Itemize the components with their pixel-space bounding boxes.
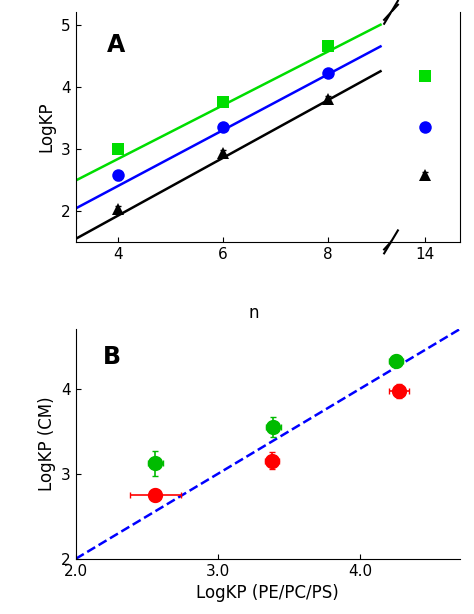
Y-axis label: LogKP: LogKP bbox=[37, 102, 55, 152]
Y-axis label: LogKP (CM): LogKP (CM) bbox=[37, 397, 55, 491]
X-axis label: LogKP (PE/PC/PS): LogKP (PE/PC/PS) bbox=[196, 584, 339, 602]
Text: B: B bbox=[103, 345, 121, 369]
Text: n: n bbox=[248, 304, 259, 322]
Text: A: A bbox=[107, 33, 126, 57]
